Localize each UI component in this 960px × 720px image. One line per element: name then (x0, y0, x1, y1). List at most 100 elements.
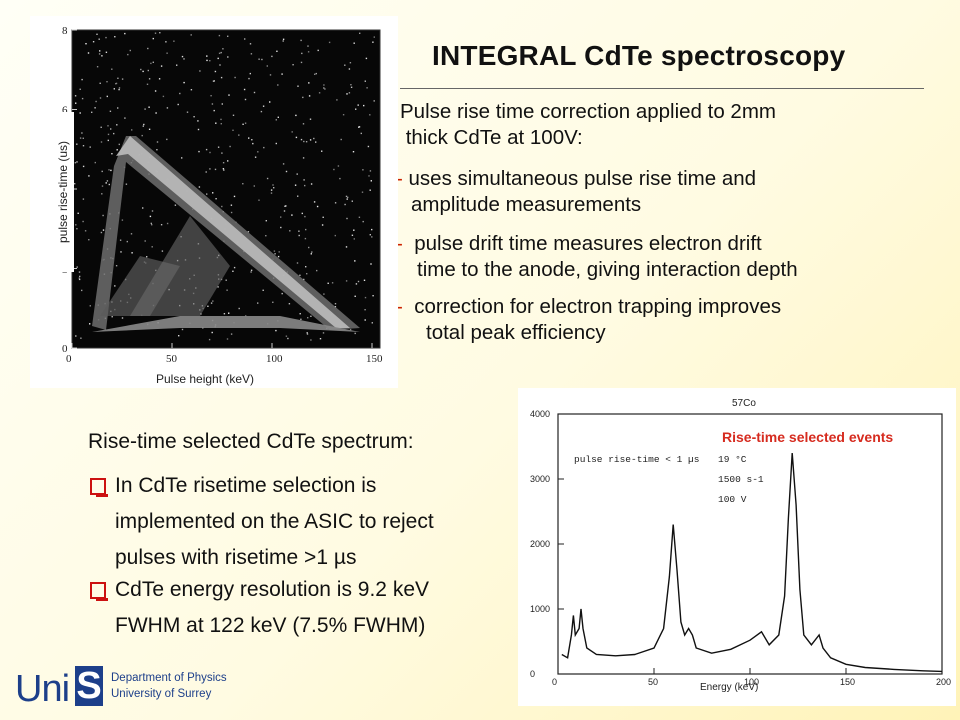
scatter-noise-point (270, 189, 273, 191)
bullet-1-dash: - (396, 167, 403, 190)
scatter-noise-point (244, 122, 247, 124)
scatter-noise-point (367, 145, 370, 148)
scatter-noise-point (156, 149, 158, 151)
scatter-noise-point (107, 133, 110, 136)
scatter-noise-point (206, 55, 208, 57)
bullet-2-line-1: pulse drift time measures electron drift (402, 232, 762, 255)
scatter-noise-point (212, 300, 214, 302)
scatter-noise-point (334, 303, 337, 305)
scatter-noise-point (247, 231, 250, 233)
scatter-ridge (116, 136, 350, 328)
scatter-noise-point (140, 68, 142, 71)
scatter-noise-point (147, 69, 149, 72)
scatter-noise-point (198, 150, 200, 153)
scatter-noise-point (126, 240, 128, 243)
scatter-noise-point (369, 114, 371, 116)
scatter-noise-point (156, 141, 159, 143)
intro-text: Pulse rise time correction applied to 2m… (400, 99, 776, 151)
scatter-noise-point (273, 187, 275, 189)
scatter-noise-point (308, 246, 310, 249)
scatter-noise-point (299, 274, 301, 276)
scatter-x-tick-label: 0 (66, 353, 72, 365)
scatter-noise-point (277, 116, 279, 118)
scatter-noise-point (116, 124, 118, 126)
scatter-noise-point (304, 215, 306, 218)
scatter-noise-point (304, 237, 307, 240)
scatter-noise-point (81, 289, 83, 292)
scatter-noise-point (270, 192, 273, 194)
scatter-noise-point (373, 100, 375, 102)
scatter-noise-point (352, 151, 355, 153)
scatter-noise-point (106, 180, 109, 182)
spectrum-y-tick-label: 1000 (530, 604, 550, 614)
scatter-noise-point (296, 173, 298, 175)
scatter-noise-point (280, 226, 282, 229)
scatter-noise-point (303, 278, 305, 281)
scatter-noise-point (314, 73, 316, 75)
scatter-noise-point (277, 255, 280, 258)
scatter-noise-point (358, 126, 360, 128)
scatter-noise-point (284, 205, 286, 207)
scatter-noise-point (147, 47, 149, 50)
scatter-noise-point (113, 132, 115, 135)
scatter-noise-point (370, 263, 372, 265)
scatter-noise-point (78, 271, 81, 273)
scatter-noise-point (368, 175, 370, 177)
scatter-noise-point (316, 269, 318, 272)
scatter-noise-point (310, 339, 312, 341)
scatter-noise-point (238, 134, 240, 136)
scatter-noise-point (306, 273, 308, 275)
scatter-noise-point (301, 212, 303, 215)
scatter-noise-point (366, 87, 368, 89)
scatter-noise-point (220, 76, 223, 79)
scatter-noise-point (304, 184, 306, 187)
scatter-noise-point (154, 32, 157, 34)
scatter-noise-point (315, 72, 317, 75)
scatter-noise-point (220, 123, 222, 125)
scatter-noise-point (214, 70, 217, 73)
scatter-noise-point (250, 269, 253, 271)
scatter-noise-point (113, 88, 115, 90)
scatter-noise-point (117, 77, 119, 79)
scatter-noise-point (214, 168, 217, 171)
scatter-noise-point (181, 55, 184, 58)
scatter-noise-point (230, 204, 233, 206)
scatter-noise-point (300, 39, 302, 42)
scatter-noise-point (220, 118, 222, 121)
scatter-noise-point (354, 332, 356, 335)
scatter-noise-point (179, 92, 181, 95)
scatter-noise-point (321, 224, 324, 226)
scatter-noise-point (323, 293, 325, 295)
scatter-noise-point (108, 169, 110, 171)
scatter-noise-point (349, 62, 352, 64)
scatter-noise-point (111, 316, 113, 318)
scatter-noise-point (353, 238, 355, 240)
scatter-noise-point (89, 323, 91, 325)
scatter-noise-point (221, 152, 223, 154)
scatter-noise-point (176, 64, 178, 66)
scatter-noise-point (262, 105, 265, 107)
scatter-noise-point (242, 123, 244, 125)
scatter-noise-point (95, 100, 97, 103)
scatter-noise-point (319, 338, 322, 340)
scatter-noise-point (207, 305, 209, 307)
scatter-noise-point (148, 106, 150, 108)
scatter-noise-point (364, 296, 367, 299)
scatter-noise-point (228, 94, 230, 96)
logo-s-block: S (75, 665, 103, 707)
scatter-noise-point (215, 122, 217, 124)
scatter-noise-point (148, 128, 151, 130)
scatter-noise-point (227, 160, 229, 162)
scatter-noise-point (371, 322, 373, 324)
scatter-x-tick-label: 150 (366, 353, 383, 365)
scatter-noise-point (265, 220, 267, 222)
scatter-noise-point (173, 40, 175, 42)
scatter-noise-point (101, 55, 103, 57)
scatter-noise-point (344, 64, 346, 66)
scatter-noise-point (355, 108, 357, 110)
scatter-noise-point (108, 183, 110, 186)
scatter-noise-point (150, 222, 152, 225)
scatter-noise-point (209, 60, 211, 62)
scatter-noise-point (226, 289, 228, 291)
